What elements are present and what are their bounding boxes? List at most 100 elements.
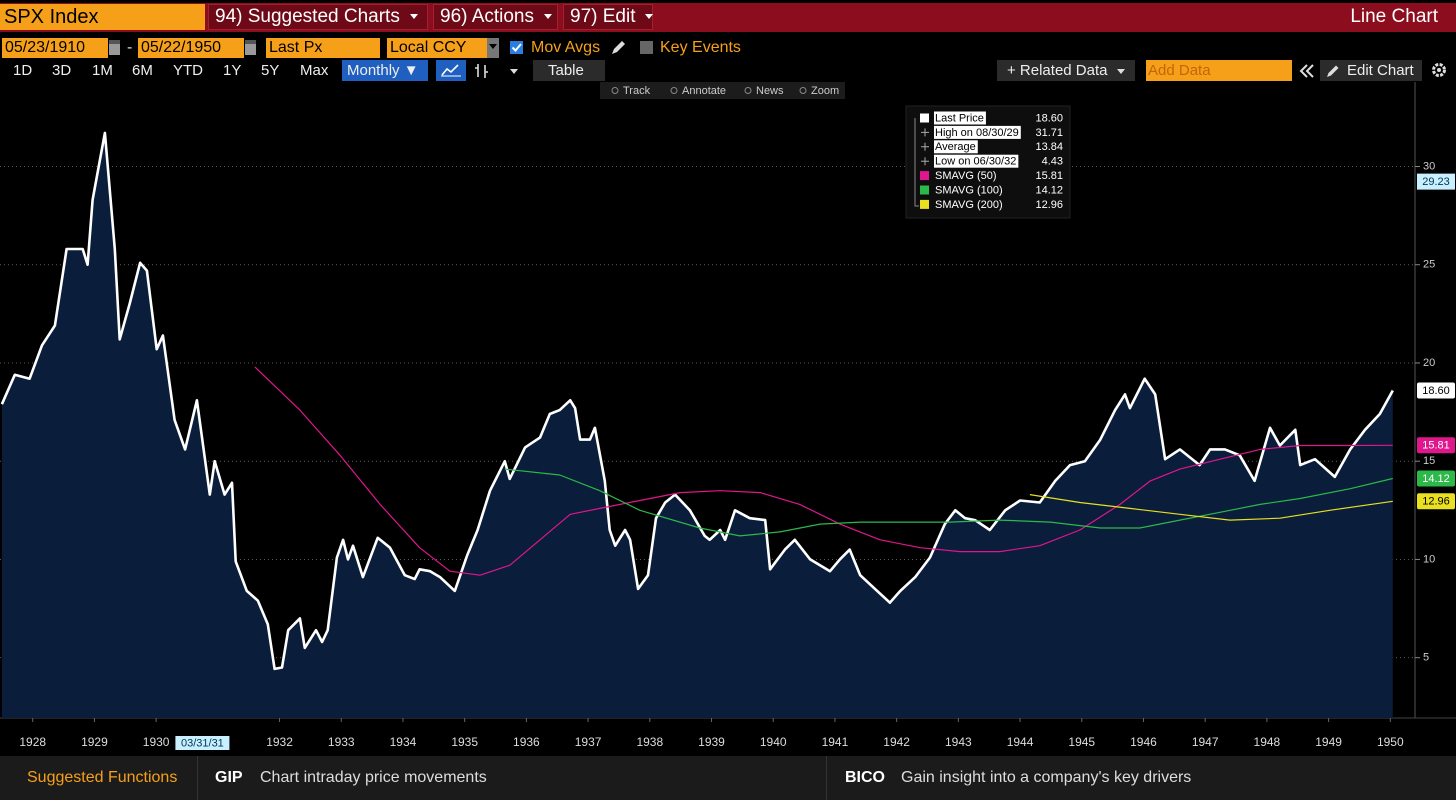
- legend-label: Last Price: [935, 112, 984, 124]
- frequency-select[interactable]: Monthly ▼: [342, 60, 428, 81]
- x-tick-label: 1943: [945, 735, 972, 749]
- period-button[interactable]: YTD: [173, 62, 203, 79]
- legend-value: 14.12: [1035, 184, 1063, 196]
- legend-glyph: [921, 157, 929, 166]
- calendar-icon[interactable]: [245, 40, 256, 55]
- function-text[interactable]: Gain insight into a company's key driver…: [901, 769, 1192, 786]
- period-button[interactable]: 3D: [52, 62, 72, 79]
- y-tick-label: 15: [1423, 455, 1435, 467]
- x-tick-label: 1942: [883, 735, 910, 749]
- tool-icon: [799, 87, 807, 94]
- area-fill: [1, 132, 1393, 718]
- check-mark: [511, 43, 522, 52]
- y-tick-label: 10: [1423, 553, 1435, 565]
- x-tick-label: 1938: [636, 735, 663, 749]
- pencil-icon[interactable]: [609, 39, 627, 57]
- function-text[interactable]: Chart intraday price movements: [260, 769, 487, 786]
- last-value-label: 14.12: [1422, 473, 1450, 485]
- x-tick-label: 1946: [1130, 735, 1157, 749]
- y-tick-label: 20: [1423, 357, 1435, 369]
- period-button[interactable]: 5Y: [261, 62, 280, 79]
- button-bg: [436, 60, 466, 81]
- legend-label: Low on 06/30/32: [935, 156, 1016, 168]
- more-dropdown[interactable]: [505, 60, 525, 81]
- gear-hub: [1437, 68, 1441, 72]
- period-button[interactable]: 1M: [92, 62, 113, 79]
- period-button[interactable]: Max: [300, 62, 329, 79]
- x-tick-label: 1934: [390, 735, 417, 749]
- key-events-label[interactable]: Key Events: [660, 39, 741, 56]
- dropdown-button[interactable]: [487, 38, 499, 58]
- legend-label: SMAVG (100): [935, 184, 1003, 196]
- menu[interactable]: 94) Suggested Charts: [208, 4, 428, 30]
- start-date[interactable]: 05/23/1910: [2, 38, 108, 58]
- menu[interactable]: 96) Actions: [433, 4, 558, 30]
- last-value-tag: [1417, 493, 1455, 510]
- function-code[interactable]: GIP: [215, 769, 243, 786]
- edit-chart-button[interactable]: Edit Chart: [1320, 60, 1422, 81]
- top-bar: SPX Index Line Chart 94) Suggested Chart…: [0, 3, 1456, 32]
- mov-avgs-checkbox[interactable]: [509, 40, 525, 56]
- x-tick-label: 1936: [513, 735, 540, 749]
- chart-tool[interactable]: News: [756, 85, 784, 97]
- x-tick-label: 1947: [1192, 735, 1219, 749]
- collapse-icon[interactable]: [1298, 62, 1316, 80]
- bar-icon-button[interactable]: [469, 60, 495, 81]
- x-tick-label: 1950: [1377, 735, 1404, 749]
- series-line: [0, 131, 1394, 671]
- x-tick-label: 1933: [328, 735, 355, 749]
- pencil: [612, 41, 625, 54]
- x-tick-label: 1941: [822, 735, 849, 749]
- legend-label-bg: [934, 140, 978, 154]
- tool-icon: [670, 87, 678, 94]
- last-value-label: 18.60: [1422, 385, 1450, 397]
- dropdown-arrow: [544, 14, 552, 20]
- chart-tool[interactable]: Zoom: [811, 85, 839, 97]
- calendar-icon[interactable]: [109, 40, 120, 55]
- field-select[interactable]: Last Px: [266, 38, 380, 58]
- chart-type: Line Chart: [1350, 6, 1438, 27]
- function-code[interactable]: BICO: [845, 769, 885, 786]
- currency-select[interactable]: Local CCY: [387, 38, 487, 58]
- legend-value: 13.84: [1035, 141, 1063, 153]
- table-button[interactable]: Table: [533, 60, 605, 81]
- menu-label: 97) Edit: [570, 6, 636, 27]
- y-tick-label: 5: [1423, 652, 1429, 664]
- gear: [1432, 63, 1446, 77]
- chart-tool[interactable]: Track: [623, 85, 651, 97]
- chart-toolbar: [600, 82, 845, 99]
- settings-icon[interactable]: [1430, 61, 1448, 79]
- key-events-checkbox[interactable]: [640, 41, 653, 54]
- add-data-input[interactable]: Add Data: [1146, 60, 1292, 81]
- mov-avgs-label[interactable]: Mov Avgs: [531, 39, 601, 56]
- x-tick-label: 1949: [1315, 735, 1342, 749]
- chart-tool[interactable]: Annotate: [682, 85, 726, 97]
- x-tick-label: 1930: [143, 735, 170, 749]
- period-button[interactable]: 1Y: [223, 62, 242, 79]
- security-box[interactable]: SPX Index: [0, 4, 205, 30]
- last-value-tag: [1417, 437, 1455, 454]
- x-tick-label: 1932: [266, 735, 293, 749]
- y-tick-label: 25: [1423, 259, 1435, 271]
- tool-icon: [744, 87, 752, 94]
- x-tick-label: 1939: [698, 735, 725, 749]
- period-button[interactable]: 6M: [132, 62, 153, 79]
- legend-label: SMAVG (50): [935, 170, 997, 182]
- date-separator: -: [127, 39, 133, 56]
- period-button[interactable]: 1D: [13, 62, 33, 79]
- footer-title: Suggested Functions: [27, 769, 178, 786]
- menu-label: 94) Suggested Charts: [215, 6, 400, 27]
- checkbox-box: [510, 41, 523, 54]
- related-data-button[interactable]: + Related Data: [997, 60, 1135, 81]
- end-date[interactable]: 05/22/1950: [138, 38, 244, 58]
- last-value-label: 15.81: [1422, 440, 1450, 452]
- series-line: [1029, 494, 1393, 521]
- menu[interactable]: 97) Edit: [563, 4, 654, 30]
- line-icon-button[interactable]: [436, 60, 466, 81]
- divider: [197, 756, 198, 800]
- series-line: [504, 468, 1393, 537]
- cursor-y-tag: [1417, 173, 1455, 190]
- chart: Track Annotate News Zoom 5 10 15 20 25 30 1928 1929…: [0, 82, 1456, 756]
- dropdown-arrow: [645, 14, 654, 20]
